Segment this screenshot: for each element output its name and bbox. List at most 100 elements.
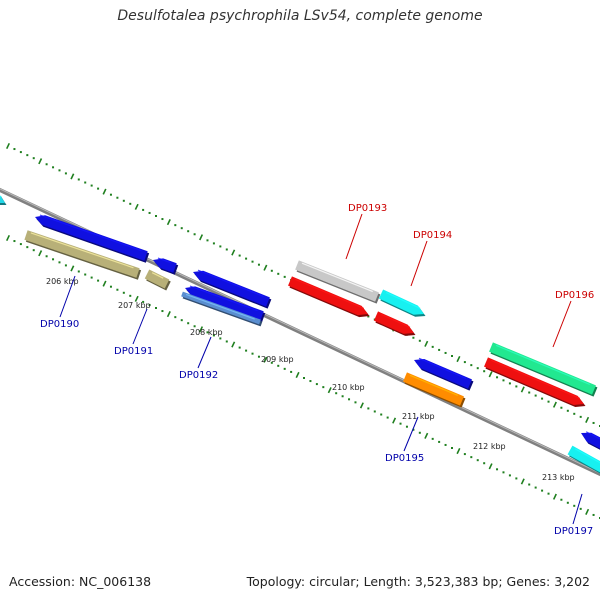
lower-gc-track-dash: [38, 250, 43, 257]
lower-gc-track-dot: [283, 367, 286, 370]
upper-gc-track-dash: [488, 371, 493, 378]
gene-label-dp0196: DP0196: [555, 290, 594, 301]
lower-gc-track-dot: [309, 380, 312, 383]
lower-gc-track-dash: [102, 280, 107, 287]
lower-gc-track-dot: [315, 383, 318, 386]
lower-gc-track-dot: [251, 352, 254, 355]
tick-label: 209 kbp: [261, 355, 294, 364]
gene-leader-line: [132, 308, 148, 345]
lower-gc-track-dot: [418, 431, 421, 434]
tick-label: 207 kbp: [118, 301, 151, 310]
upper-gc-track-dot: [528, 391, 531, 394]
lower-gc-track-dot: [122, 291, 125, 294]
upper-gc-track-dot: [541, 397, 544, 400]
gene-label-dp0193: DP0193: [348, 203, 387, 214]
lower-gc-track-dot: [348, 398, 351, 401]
upper-gc-track-dot: [193, 233, 196, 236]
upper-gc-track-dot: [451, 355, 453, 357]
lower-gc-track-dot: [560, 498, 563, 501]
upper-gc-track-dash: [424, 340, 429, 347]
lower-gc-track-dash: [456, 447, 461, 455]
lower-gc-track-dot: [566, 501, 569, 504]
lower-gc-track-dash: [199, 326, 204, 333]
upper-gc-track-dot: [515, 385, 518, 388]
upper-gc-track-dot: [483, 370, 486, 373]
upper-gc-track-dot: [560, 406, 563, 409]
upper-gc-track-dot: [58, 169, 61, 172]
lower-gc-track-dot: [451, 447, 453, 449]
gene-arrow-unlabeled-0: [0, 195, 7, 206]
lower-gc-track-dot: [386, 416, 389, 419]
upper-gc-track-dot: [418, 339, 421, 342]
upper-gc-track-dot: [502, 379, 505, 382]
accession-text: Accession: NC_006138: [9, 574, 152, 589]
lower-gc-track-dot: [277, 364, 280, 367]
lower-gc-track-dot: [547, 492, 550, 495]
lower-gc-track-dot: [290, 370, 293, 373]
lower-gc-track-dot: [187, 322, 190, 325]
upper-gc-track-dot: [19, 151, 22, 154]
lower-gc-track-dot: [90, 276, 93, 279]
upper-gc-track-dot: [251, 260, 254, 263]
lower-gc-track-dot: [270, 361, 273, 364]
lower-gc-track-dot: [212, 334, 215, 337]
upper-gc-track-dot: [206, 239, 209, 242]
lower-gc-track-dash: [231, 341, 236, 348]
lower-gc-track-dot: [476, 459, 479, 462]
lower-gc-track-dot: [52, 258, 55, 261]
tick-labels-layer: 206 kbp 207 kbp 208 kbp 209 kbp 210 kbp 211 k…: [46, 277, 575, 482]
upper-gc-track-dash: [263, 264, 268, 271]
lower-gc-track-dot: [335, 392, 338, 395]
upper-gc-track-dash: [102, 188, 107, 195]
lower-gc-track-dot: [380, 413, 383, 416]
lower-gc-track-dash: [263, 356, 268, 363]
upper-gc-track-dot: [155, 215, 157, 217]
lower-gc-track-dot: [470, 456, 473, 459]
upper-gc-track-dot: [212, 242, 215, 245]
lower-gc-track-dot: [573, 504, 576, 507]
gene-leader-line: [345, 213, 363, 260]
tick-label: 212 kbp: [473, 442, 506, 451]
upper-gc-track-dot: [84, 181, 87, 184]
lower-gc-track-dot: [77, 270, 80, 273]
upper-gc-track-dot: [592, 421, 595, 424]
upper-gc-track-dot: [77, 178, 80, 181]
upper-gc-track-dot: [161, 218, 164, 221]
upper-gc-track-dot: [13, 148, 16, 151]
upper-gc-track-dot: [573, 412, 576, 415]
lower-gc-track-dot: [528, 483, 531, 486]
lower-gc-track-dot: [13, 240, 16, 243]
gene-leader-line: [410, 240, 428, 287]
upper-gc-track-dash: [134, 203, 139, 210]
lower-gc-track-dash: [359, 402, 364, 409]
upper-gc-track-dot: [431, 345, 434, 348]
lower-gc-track-dot: [508, 474, 511, 477]
gc-dots-layer: [5, 142, 600, 519]
gene-leader-line: [197, 336, 212, 369]
gene-arrow-unlabeled-2: [24, 230, 142, 280]
upper-gc-track-dot: [52, 166, 55, 169]
lower-gc-track-dot: [109, 285, 112, 288]
lower-gc-track-dot: [97, 279, 100, 282]
lower-gc-track-dot: [116, 288, 119, 291]
upper-gc-track-dot: [32, 157, 35, 160]
upper-gc-track-dot: [45, 163, 48, 166]
lower-gc-track-dot: [438, 440, 441, 443]
upper-gc-track-dot: [463, 361, 466, 364]
gene-arrow-dp0193: [288, 276, 370, 318]
lower-gc-track-dot: [45, 255, 48, 258]
lower-gc-track-dot: [412, 428, 415, 431]
gene-arrow-unlabeled-6: [185, 285, 266, 323]
gene-leader-line: [552, 300, 572, 348]
lower-gc-track-dash: [166, 311, 171, 318]
gene-arrow-unlabeled-3: [144, 269, 171, 291]
lower-gc-track-dot: [193, 325, 196, 328]
lower-gc-track-dot: [463, 453, 466, 456]
lower-gc-track-dash: [552, 493, 557, 500]
lower-gc-track-dot: [367, 407, 370, 410]
lower-gc-track-dot: [245, 349, 248, 352]
tick-label: 208 kbp: [190, 328, 223, 337]
lower-gc-track-dash: [424, 432, 429, 439]
upper-gc-track-dot: [579, 415, 582, 418]
